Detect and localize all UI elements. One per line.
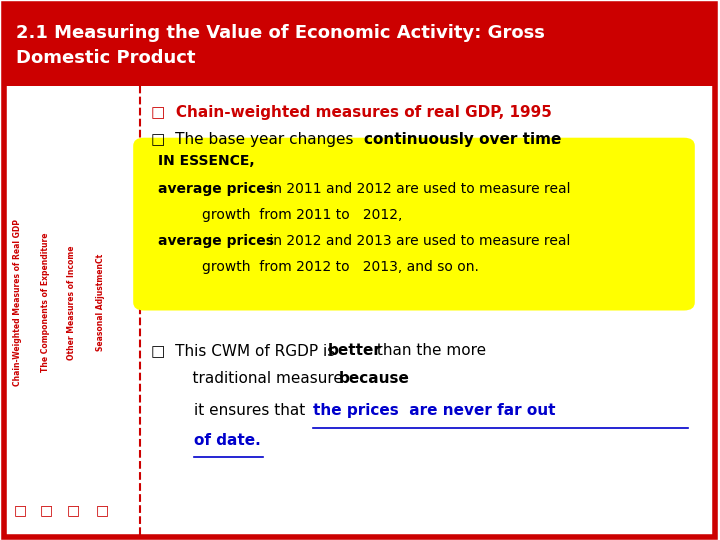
Text: better: better	[328, 343, 382, 358]
Text: in 2012 and 2013 are used to measure real: in 2012 and 2013 are used to measure rea…	[265, 234, 570, 248]
Text: in 2011 and 2012 are used to measure real: in 2011 and 2012 are used to measure rea…	[265, 182, 570, 196]
Text: □: □	[14, 503, 27, 517]
Text: □: □	[67, 503, 80, 517]
Text: □  Chain-weighted measures of real GDP, 1995: □ Chain-weighted measures of real GDP, 1…	[151, 105, 552, 120]
Text: Other Measures of Income: Other Measures of Income	[68, 245, 76, 360]
Text: □: □	[40, 503, 53, 517]
Text: .: .	[551, 132, 556, 147]
Text: The Components of Expenditure: The Components of Expenditure	[41, 233, 50, 372]
Text: average prices: average prices	[158, 182, 274, 196]
Text: Seasonal AdjustmenCt: Seasonal AdjustmenCt	[96, 254, 105, 351]
Text: the prices  are never far out: the prices are never far out	[313, 403, 556, 418]
Text: Domestic Product: Domestic Product	[16, 49, 195, 66]
Text: -: -	[397, 371, 408, 386]
Text: continuously over time: continuously over time	[364, 132, 561, 147]
Text: □  This CWM of RGDP is: □ This CWM of RGDP is	[151, 343, 341, 358]
Text: □  The base year changes: □ The base year changes	[151, 132, 359, 147]
FancyBboxPatch shape	[4, 3, 715, 86]
Text: □: □	[96, 503, 109, 517]
Text: growth  from 2011 to   2012,: growth from 2011 to 2012,	[202, 208, 402, 222]
Text: average prices: average prices	[158, 234, 274, 248]
Text: of date.: of date.	[194, 433, 261, 448]
FancyBboxPatch shape	[133, 138, 695, 310]
Text: it ensures that: it ensures that	[194, 403, 310, 418]
Text: traditional measure: traditional measure	[173, 371, 348, 386]
Text: than the more: than the more	[372, 343, 487, 358]
Text: Chain-Weighted Measures of Real GDP: Chain-Weighted Measures of Real GDP	[14, 219, 22, 386]
Text: growth  from 2012 to   2013, and so on.: growth from 2012 to 2013, and so on.	[202, 260, 479, 274]
FancyBboxPatch shape	[4, 4, 715, 537]
Text: 2.1 Measuring the Value of Economic Activity: Gross: 2.1 Measuring the Value of Economic Acti…	[16, 24, 545, 42]
Text: IN ESSENCE,: IN ESSENCE,	[158, 154, 255, 168]
Text: because: because	[338, 371, 409, 386]
